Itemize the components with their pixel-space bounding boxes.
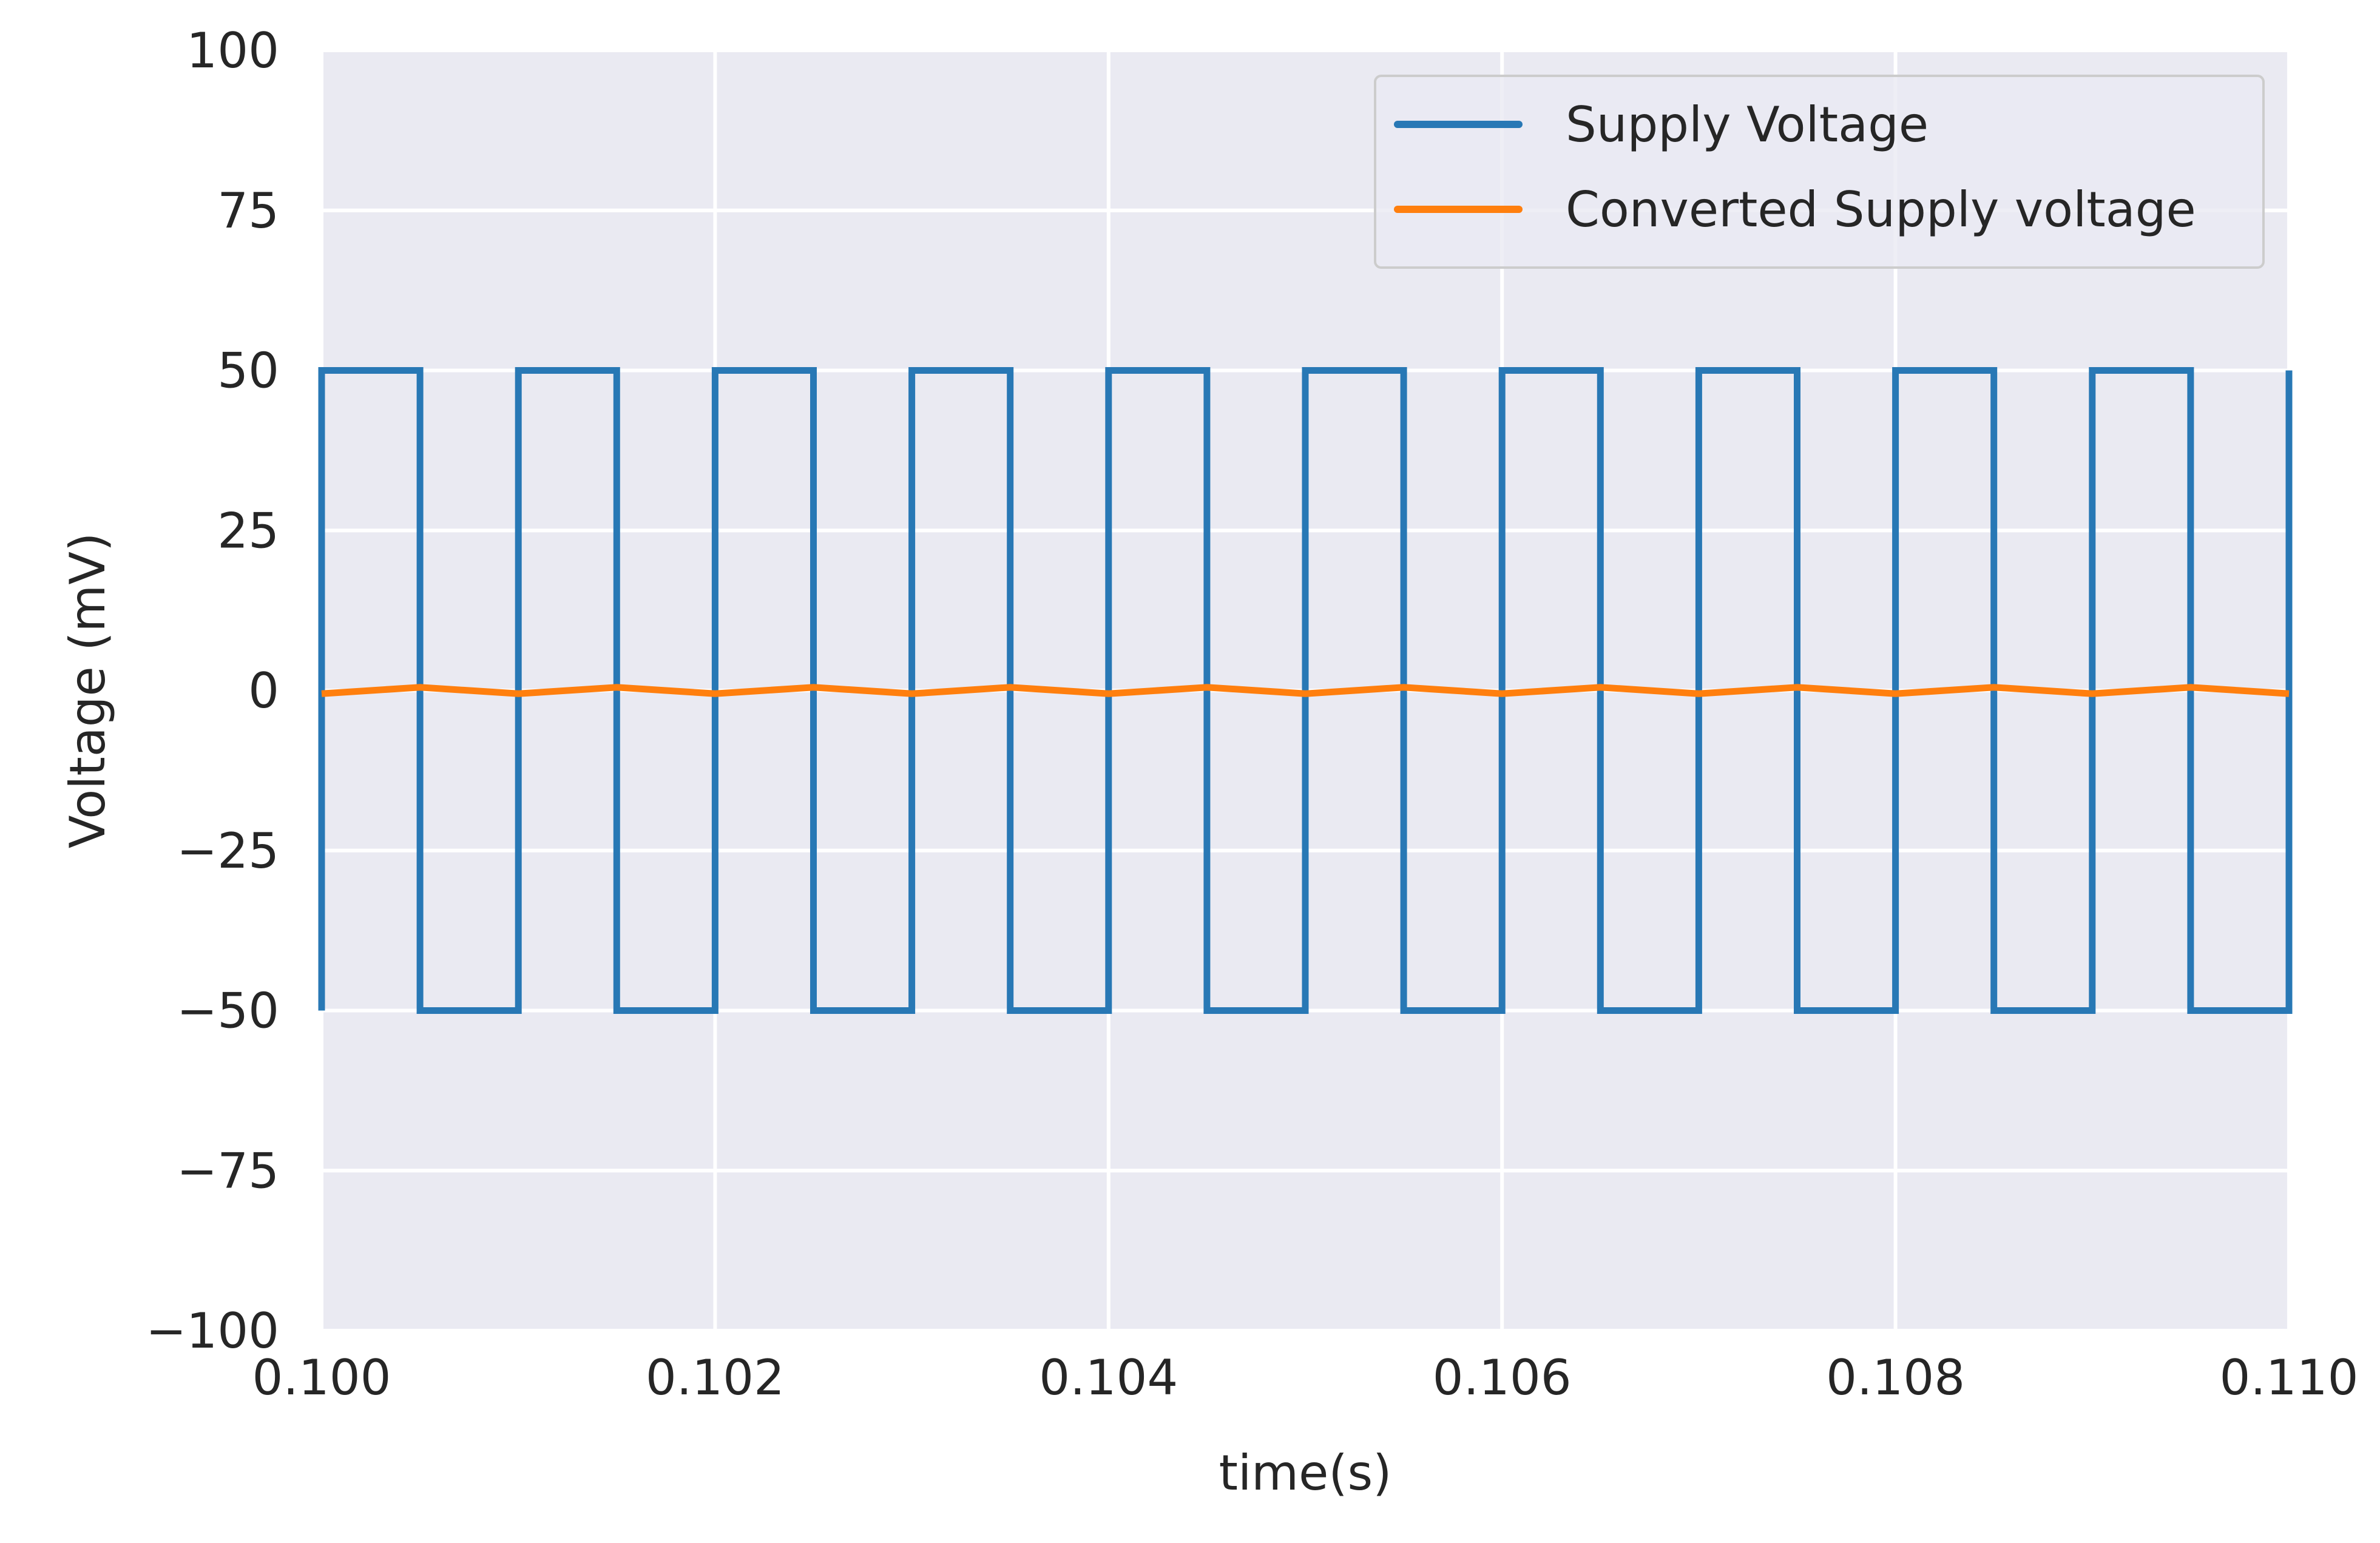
y-tick-label: −75: [177, 1143, 279, 1199]
y-tick-label: 0: [248, 663, 279, 719]
y-tick-label: 50: [217, 343, 279, 399]
y-tick-label: −50: [177, 983, 279, 1039]
x-tick-label: 0.110: [2219, 1349, 2358, 1406]
y-tick-label: −25: [177, 823, 279, 879]
series-group: [318, 367, 2293, 1014]
legend-box: [1374, 75, 2265, 269]
x-axis-label: time(s): [1219, 1445, 1392, 1501]
y-tick-label: 75: [217, 183, 279, 239]
series-line-converted-supply-voltage: [321, 684, 2290, 697]
x-tick-label: 0.102: [646, 1349, 785, 1406]
y-tick-label: 100: [186, 22, 279, 79]
y-tick-label: −100: [146, 1303, 279, 1359]
x-tick-label: 0.106: [1433, 1349, 1572, 1406]
legend-label-supply-voltage: Supply Voltage: [1566, 96, 1929, 153]
legend: Supply Voltage Converted Supply voltage: [1374, 75, 2265, 269]
y-axis-label: Voltage (mV): [59, 533, 116, 849]
x-tick-label: 0.104: [1039, 1349, 1178, 1406]
x-tick-label: 0.108: [1826, 1349, 1965, 1406]
y-tick-label: 25: [217, 502, 279, 559]
tick-labels: 0.100 0.102 0.104 0.106 0.108 0.110 100 75 50 25 0…: [146, 22, 2358, 1406]
legend-label-converted-supply-voltage: Converted Supply voltage: [1566, 181, 2196, 238]
x-tick-label: 0.100: [252, 1349, 391, 1406]
